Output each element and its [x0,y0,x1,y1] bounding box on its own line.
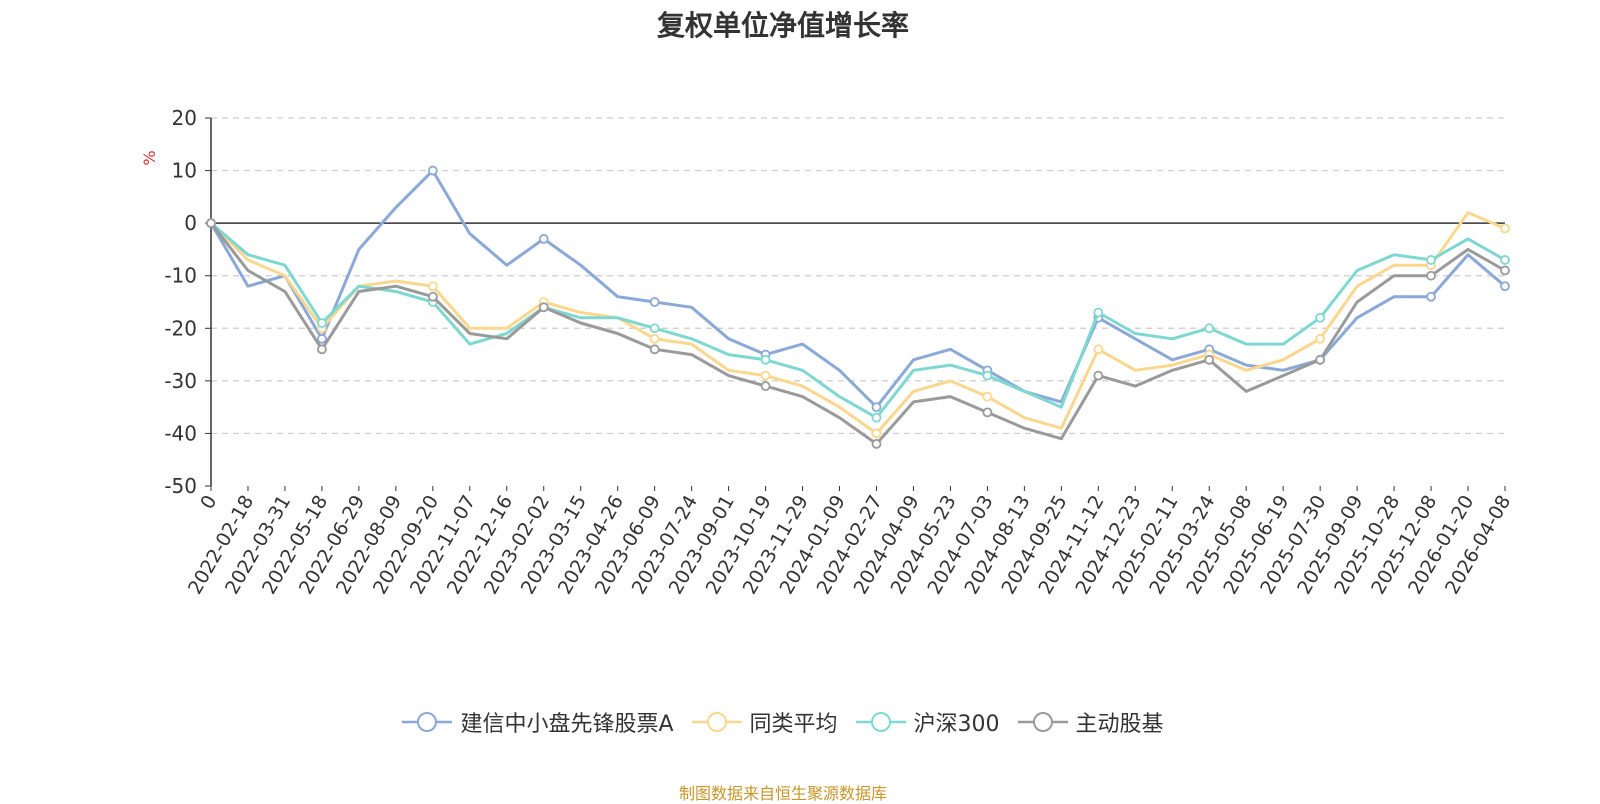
data-point [871,439,882,449]
data-point [1500,281,1510,292]
data-point [871,428,882,439]
data-point [1426,255,1436,265]
x-tick-label: 0 [196,492,221,513]
series-line [209,222,1506,446]
data-point [649,333,660,344]
legend-swatch-icon [855,712,906,732]
data-point [1500,265,1510,276]
data-point [1500,223,1510,234]
data-point [1315,333,1326,344]
legend-item[interactable]: 沪深300 [855,706,1000,738]
data-point [760,354,771,365]
legend-label: 建信中小盘先锋股票A [460,712,674,737]
legend-label: 同类平均 [749,712,838,737]
axes: 20100-10-20-30-40-50%02022-02-182022-03-… [140,106,1515,598]
y-tick-label: -20 [164,316,197,340]
data-point [538,234,549,244]
data-point [427,291,438,302]
grid-lines [211,117,1505,435]
series-lines [206,165,1510,449]
legend: 建信中小盘先锋股票A 同类平均 沪深300 主动股基 [0,706,1566,738]
y-tick-label: 10 [172,159,197,183]
data-point [1093,307,1104,318]
data-point [427,281,438,292]
data-point [206,218,216,229]
data-point [317,344,327,355]
data-point [1093,344,1104,355]
data-point [1315,354,1326,365]
data-point [1204,354,1215,365]
series-line [209,169,1506,409]
source-note: 制图数据来自恒生聚源数据库 [678,784,887,803]
data-point [760,381,771,392]
data-point [1500,255,1510,265]
data-point [1426,291,1436,302]
data-point [317,318,327,328]
data-point [982,391,993,402]
series-line [209,211,1506,435]
y-axis-label: % [140,150,159,165]
legend-swatch-icon [402,712,453,732]
data-point [538,302,549,313]
data-point [871,412,882,423]
legend-item[interactable]: 主动股基 [1017,706,1164,738]
legend-item[interactable]: 建信中小盘先锋股票A [402,706,674,738]
data-point [982,370,993,381]
data-point [1315,312,1326,323]
y-tick-label: -40 [164,421,197,445]
data-point [1093,370,1104,381]
legend-swatch-icon [1017,712,1068,732]
data-point [871,402,882,413]
data-point [649,344,660,355]
series-line [210,221,1506,420]
data-point [760,370,771,381]
legend-swatch-icon [691,712,742,732]
data-point [1426,270,1436,281]
data-point [1204,323,1215,334]
legend-item[interactable]: 同类平均 [691,706,838,738]
y-tick-label: -30 [164,369,197,393]
data-point [427,165,438,176]
y-tick-label: 20 [172,106,197,130]
data-point [982,407,993,418]
y-tick-label: 0 [184,211,197,235]
y-tick-label: -50 [164,474,197,498]
data-point [317,333,327,344]
data-point [649,297,660,307]
chart-title: 复权单位净值增长率 [656,9,909,42]
legend-label: 沪深300 [913,712,1000,737]
y-tick-label: -10 [164,264,197,288]
data-point [649,323,660,334]
legend-label: 主动股基 [1075,712,1164,737]
